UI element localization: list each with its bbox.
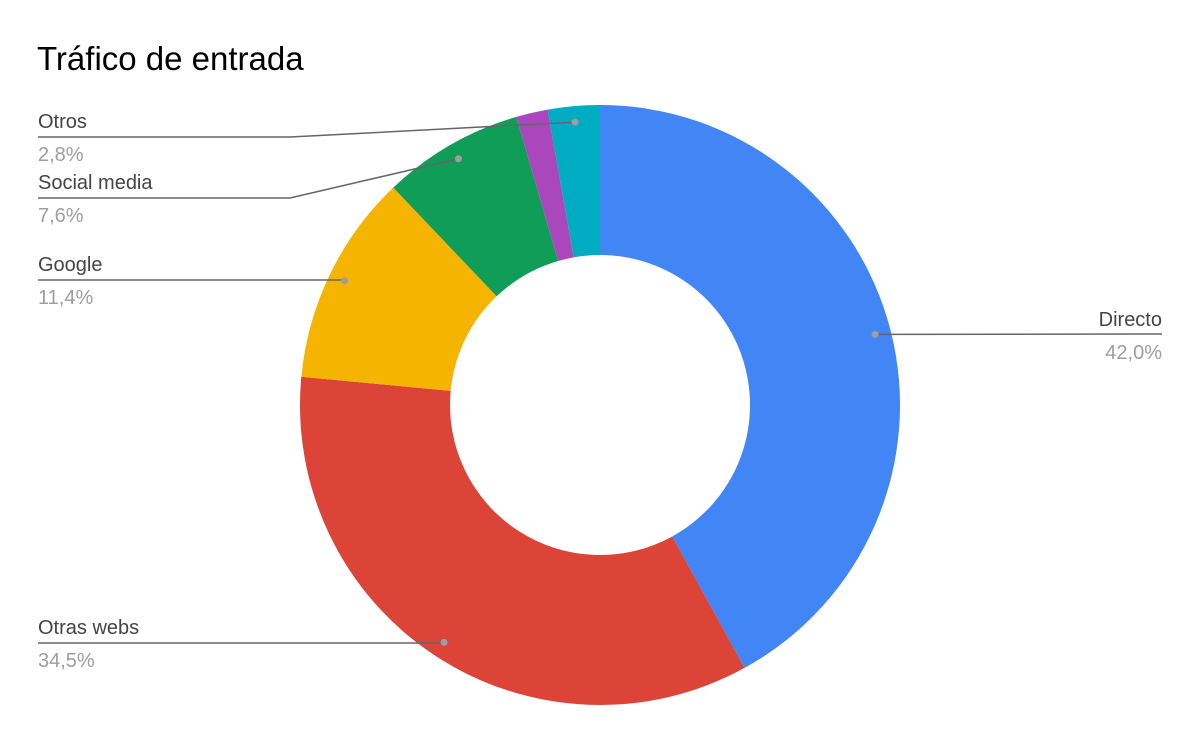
leader-dot — [871, 330, 879, 338]
leader-dot — [455, 155, 463, 163]
chart-title: Tráfico de entrada — [37, 40, 304, 77]
label-value: 7,6% — [38, 205, 84, 227]
label-value: 42,0% — [1105, 342, 1162, 364]
label-name: Google — [38, 254, 103, 276]
slice — [393, 116, 559, 297]
leader-dot — [440, 638, 448, 646]
label-name: Otras webs — [38, 617, 139, 639]
slice — [547, 105, 600, 258]
label-name: Directo — [1099, 309, 1162, 331]
leader-dot — [341, 277, 349, 285]
slice — [516, 109, 574, 261]
leader-line — [38, 642, 445, 644]
label-value: 11,4% — [38, 287, 93, 309]
label-name: Social media — [38, 172, 153, 194]
leader-line — [38, 158, 459, 199]
label-value: 34,5% — [38, 650, 95, 672]
slice — [600, 105, 901, 668]
label-value: 2,8% — [38, 144, 84, 166]
leader-line — [38, 279, 346, 281]
label-name: Otros — [38, 111, 87, 133]
slice — [300, 376, 745, 706]
leader-line — [38, 121, 576, 138]
leader-dot — [571, 118, 579, 126]
slice — [301, 187, 497, 391]
